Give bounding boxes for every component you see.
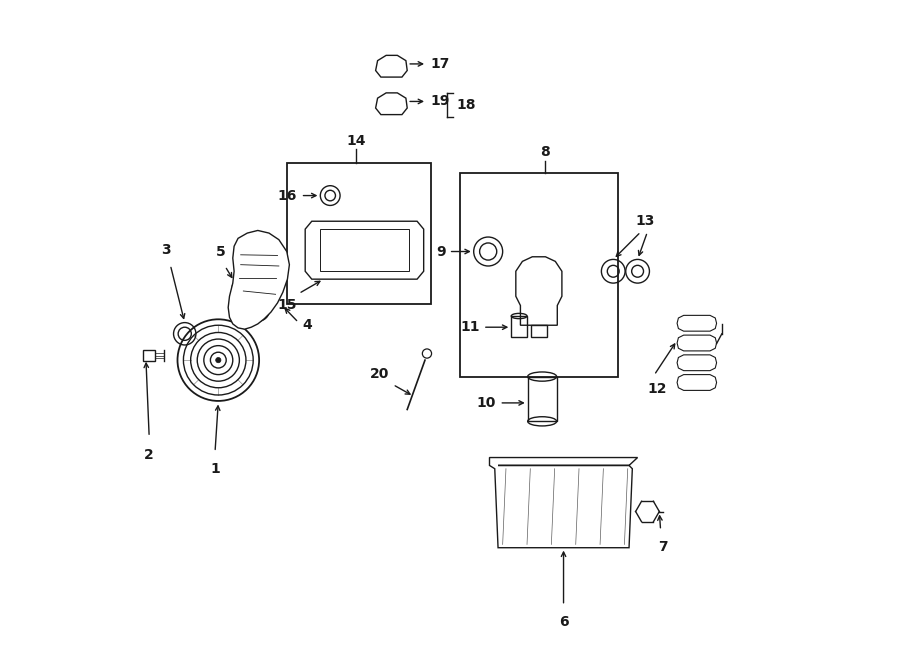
Polygon shape xyxy=(375,93,407,114)
Bar xyxy=(320,229,410,271)
Text: 14: 14 xyxy=(346,134,365,148)
Text: 11: 11 xyxy=(460,320,480,334)
Bar xyxy=(531,325,547,337)
Polygon shape xyxy=(677,355,716,371)
Text: 8: 8 xyxy=(541,145,550,159)
Text: 1: 1 xyxy=(210,462,220,476)
Polygon shape xyxy=(375,56,407,77)
Polygon shape xyxy=(677,315,716,331)
Text: 16: 16 xyxy=(278,188,297,202)
Text: 12: 12 xyxy=(648,382,667,396)
Text: 10: 10 xyxy=(477,396,496,410)
Circle shape xyxy=(216,358,220,363)
Polygon shape xyxy=(229,231,290,329)
Bar xyxy=(287,163,431,304)
Polygon shape xyxy=(516,256,562,325)
Text: 18: 18 xyxy=(456,98,476,112)
Text: 19: 19 xyxy=(430,95,450,108)
Text: 3: 3 xyxy=(161,243,170,256)
Text: 15: 15 xyxy=(278,297,297,311)
Text: 9: 9 xyxy=(436,245,446,258)
Polygon shape xyxy=(490,457,637,548)
Text: 20: 20 xyxy=(369,367,389,381)
Text: 5: 5 xyxy=(216,245,226,259)
Bar xyxy=(460,173,617,377)
Polygon shape xyxy=(305,221,424,279)
Text: 4: 4 xyxy=(302,318,312,332)
Bar xyxy=(527,377,556,421)
Text: 13: 13 xyxy=(635,214,655,229)
Text: 17: 17 xyxy=(430,57,450,71)
Bar xyxy=(143,350,155,362)
Text: 6: 6 xyxy=(559,615,569,629)
Text: 2: 2 xyxy=(144,447,154,461)
Bar xyxy=(511,316,527,337)
Polygon shape xyxy=(677,335,716,351)
Polygon shape xyxy=(677,375,716,391)
Text: 7: 7 xyxy=(659,540,668,554)
